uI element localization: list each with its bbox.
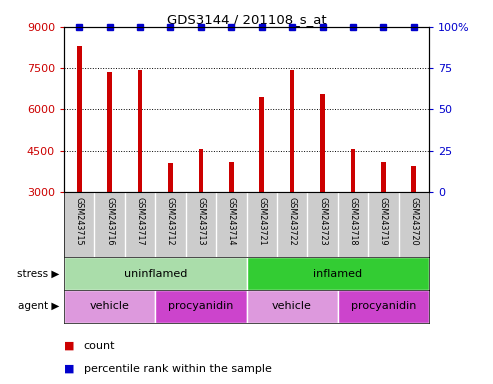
Bar — [412, 166, 416, 192]
Bar — [229, 162, 234, 192]
Text: percentile rank within the sample: percentile rank within the sample — [84, 364, 272, 374]
Text: agent ▶: agent ▶ — [18, 301, 59, 311]
Text: GSM243717: GSM243717 — [136, 197, 144, 246]
Text: GSM243716: GSM243716 — [105, 197, 114, 246]
Text: ■: ■ — [64, 364, 74, 374]
Bar — [351, 149, 355, 192]
Text: inflamed: inflamed — [313, 268, 362, 279]
Bar — [320, 94, 325, 192]
Text: ■: ■ — [64, 341, 74, 351]
Bar — [259, 97, 264, 192]
Text: GSM243720: GSM243720 — [409, 197, 418, 246]
Bar — [155, 290, 246, 323]
Text: vehicle: vehicle — [272, 301, 312, 311]
Bar — [199, 149, 203, 192]
Text: GSM243721: GSM243721 — [257, 197, 266, 246]
Text: GSM243714: GSM243714 — [227, 197, 236, 246]
Bar — [107, 72, 112, 192]
Bar — [246, 257, 429, 290]
Text: count: count — [84, 341, 115, 351]
Bar — [338, 290, 429, 323]
Text: GSM243718: GSM243718 — [349, 197, 357, 246]
Bar — [168, 163, 173, 192]
Text: GSM243722: GSM243722 — [287, 197, 297, 246]
Text: uninflamed: uninflamed — [124, 268, 187, 279]
Bar — [290, 70, 294, 192]
Text: procyanidin: procyanidin — [168, 301, 234, 311]
Bar — [77, 46, 81, 192]
Text: GSM243713: GSM243713 — [196, 197, 206, 246]
Text: procyanidin: procyanidin — [351, 301, 416, 311]
Text: vehicle: vehicle — [90, 301, 130, 311]
Text: GSM243715: GSM243715 — [75, 197, 84, 246]
Text: stress ▶: stress ▶ — [17, 268, 59, 279]
Bar — [64, 257, 246, 290]
Bar — [64, 290, 155, 323]
Text: GSM243719: GSM243719 — [379, 197, 388, 246]
Text: GSM243723: GSM243723 — [318, 197, 327, 246]
Bar — [138, 70, 142, 192]
Bar — [246, 290, 338, 323]
Title: GDS3144 / 201108_s_at: GDS3144 / 201108_s_at — [167, 13, 326, 26]
Bar — [381, 162, 386, 192]
Text: GSM243712: GSM243712 — [166, 197, 175, 246]
